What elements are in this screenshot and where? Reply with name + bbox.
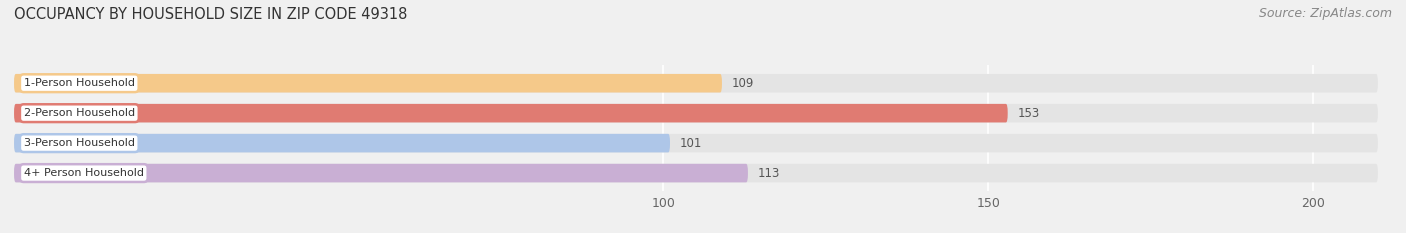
FancyBboxPatch shape bbox=[14, 74, 721, 93]
FancyBboxPatch shape bbox=[14, 104, 1378, 123]
FancyBboxPatch shape bbox=[14, 74, 1378, 93]
Text: 2-Person Household: 2-Person Household bbox=[24, 108, 135, 118]
Text: OCCUPANCY BY HOUSEHOLD SIZE IN ZIP CODE 49318: OCCUPANCY BY HOUSEHOLD SIZE IN ZIP CODE … bbox=[14, 7, 408, 22]
Text: Source: ZipAtlas.com: Source: ZipAtlas.com bbox=[1258, 7, 1392, 20]
Text: 153: 153 bbox=[1018, 107, 1039, 120]
Text: 4+ Person Household: 4+ Person Household bbox=[24, 168, 143, 178]
FancyBboxPatch shape bbox=[14, 104, 1008, 123]
FancyBboxPatch shape bbox=[14, 134, 1378, 152]
Text: 101: 101 bbox=[679, 137, 702, 150]
FancyBboxPatch shape bbox=[14, 164, 748, 182]
Text: 3-Person Household: 3-Person Household bbox=[24, 138, 135, 148]
Text: 113: 113 bbox=[758, 167, 780, 180]
FancyBboxPatch shape bbox=[14, 134, 671, 152]
FancyBboxPatch shape bbox=[14, 164, 1378, 182]
Text: 109: 109 bbox=[731, 77, 754, 90]
Text: 1-Person Household: 1-Person Household bbox=[24, 78, 135, 88]
